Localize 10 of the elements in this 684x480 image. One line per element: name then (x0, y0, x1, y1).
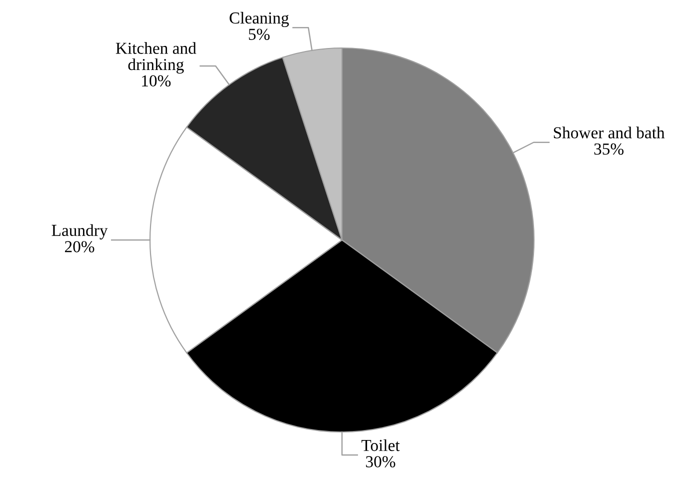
slice-label: Laundry (52, 224, 108, 240)
data-label: 30% (366, 456, 396, 468)
slice-label: Cleaning (230, 12, 289, 28)
data-label: 35% (594, 143, 624, 155)
slice-label: Shower and bath (554, 126, 665, 138)
data-label: 5% (248, 28, 270, 40)
data-label: 10% (142, 75, 171, 87)
data-label: 20% (64, 241, 94, 252)
slice-label: Toilet (362, 439, 400, 452)
slice-label: Kitchen and drinking (116, 42, 196, 74)
